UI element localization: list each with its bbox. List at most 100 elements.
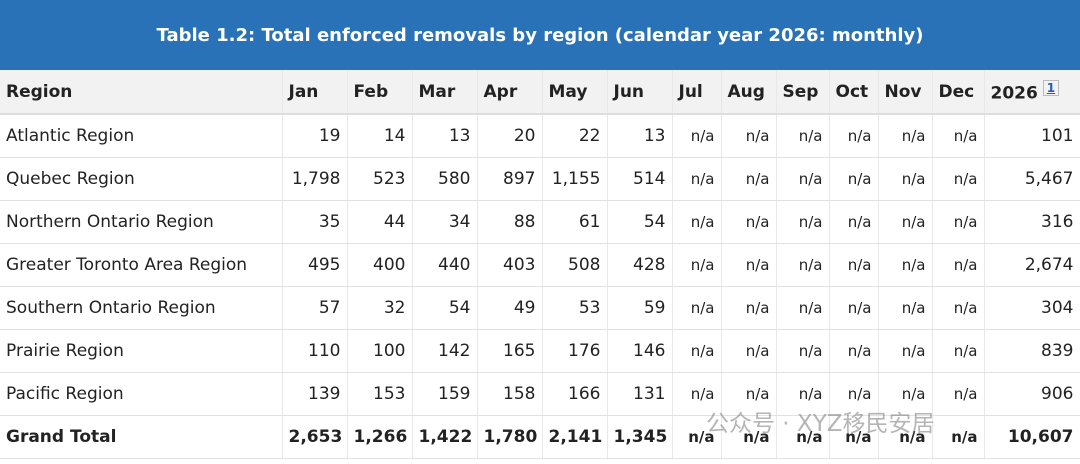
value-cell: n/a [878, 114, 933, 158]
value-cell: 139 [282, 372, 348, 416]
column-header: Oct [829, 70, 879, 115]
value-cell: n/a [932, 415, 985, 459]
value-cell: 5,467 [984, 157, 1080, 201]
value-cell: n/a [932, 372, 985, 416]
value-cell: n/a [776, 200, 830, 244]
value-cell: n/a [721, 114, 777, 158]
value-cell: 1,780 [477, 415, 543, 459]
value-cell: 34 [412, 200, 478, 244]
value-cell: n/a [878, 329, 933, 373]
header-text: Jul [678, 81, 703, 102]
value-cell: 59 [607, 286, 673, 330]
value-cell: n/a [878, 243, 933, 287]
value-cell: 897 [477, 157, 543, 201]
value-cell: 839 [984, 329, 1080, 373]
value-cell: 316 [984, 200, 1080, 244]
column-header: Jan [282, 70, 348, 115]
value-cell: n/a [878, 157, 933, 201]
value-cell: n/a [672, 157, 722, 201]
value-cell: 20 [477, 114, 543, 158]
value-cell: 440 [412, 243, 478, 287]
value-cell: 88 [477, 200, 543, 244]
column-header: 2026 1 [984, 70, 1080, 115]
table-title: Table 1.2: Total enforced removals by re… [0, 0, 1080, 70]
value-cell: 2,653 [282, 415, 348, 459]
header-text: Dec [938, 81, 975, 102]
value-cell: 44 [347, 200, 413, 244]
value-cell: 54 [607, 200, 673, 244]
column-header: Nov [878, 70, 933, 115]
value-cell: 146 [607, 329, 673, 373]
value-cell: n/a [672, 243, 722, 287]
value-cell: 514 [607, 157, 673, 201]
watermark: 公众号 · XYZ移民安居 [706, 411, 935, 437]
table-row: Greater Toronto Area Region 495 400 440 403 5… [0, 243, 1080, 287]
region-cell: Prairie Region [0, 329, 283, 373]
column-header: Mar [412, 70, 478, 115]
footnote-link[interactable]: 1 [1042, 79, 1060, 96]
header-text: Jun [613, 81, 645, 102]
value-cell: 61 [542, 200, 608, 244]
value-cell: n/a [721, 329, 777, 373]
table-row: Quebec Region 1,798 523 580 897 1,155 514 n/a n/… [0, 157, 1080, 201]
value-cell: 53 [542, 286, 608, 330]
value-cell: 13 [607, 114, 673, 158]
column-header: Feb [347, 70, 413, 115]
value-cell: n/a [776, 329, 830, 373]
table-row: Grand Total 2,653 1,266 1,422 1,780 2,141 1,34… [0, 415, 1080, 459]
header-row: Region Jan Feb Mar Apr May Jun Jul Aug Sep Oct Nov D… [0, 70, 1080, 115]
value-cell: n/a [776, 286, 830, 330]
region-cell: Greater Toronto Area Region [0, 243, 283, 287]
table-row: Atlantic Region 19 14 13 20 22 13 n/a n/a n/a n/a n… [0, 114, 1080, 158]
value-cell: 110 [282, 329, 348, 373]
value-cell: 153 [347, 372, 413, 416]
value-cell: n/a [776, 372, 830, 416]
value-cell: n/a [932, 114, 985, 158]
value-cell: 403 [477, 243, 543, 287]
value-cell: n/a [672, 286, 722, 330]
value-cell: n/a [932, 243, 985, 287]
region-cell: Quebec Region [0, 157, 283, 201]
value-cell: 1,798 [282, 157, 348, 201]
value-cell: n/a [776, 415, 830, 459]
table-row: Southern Ontario Region 57 32 54 49 53 59 n/a n/… [0, 286, 1080, 330]
header-text: May [548, 81, 588, 102]
value-cell: n/a [878, 415, 933, 459]
value-cell: 131 [607, 372, 673, 416]
table-row: Prairie Region 110 100 142 165 176 146 n/a n/a n/… [0, 329, 1080, 373]
value-cell: n/a [932, 157, 985, 201]
value-cell: 159 [412, 372, 478, 416]
value-cell: 2,141 [542, 415, 608, 459]
table-row: Northern Ontario Region 35 44 34 88 61 54 n/a n/… [0, 200, 1080, 244]
value-cell: 580 [412, 157, 478, 201]
value-cell: 19 [282, 114, 348, 158]
region-cell: Southern Ontario Region [0, 286, 283, 330]
value-cell: 57 [282, 286, 348, 330]
header-text: 2026 [990, 83, 1038, 104]
value-cell: 22 [542, 114, 608, 158]
header-text: Nov [884, 81, 922, 102]
column-header: Apr [477, 70, 543, 115]
value-cell: 176 [542, 329, 608, 373]
header-text: Sep [782, 81, 819, 102]
value-cell: 13 [412, 114, 478, 158]
value-cell: n/a [672, 415, 722, 459]
value-cell: 1,345 [607, 415, 673, 459]
value-cell: n/a [932, 200, 985, 244]
header-text: Feb [353, 81, 389, 102]
value-cell: 35 [282, 200, 348, 244]
value-cell: 1,155 [542, 157, 608, 201]
value-cell: 49 [477, 286, 543, 330]
table-body: Atlantic Region 19 14 13 20 22 13 n/a n/a n/a n/a n… [0, 114, 1080, 459]
column-header: Sep [776, 70, 830, 115]
value-cell: 523 [347, 157, 413, 201]
value-cell: n/a [672, 200, 722, 244]
region-cell: Northern Ontario Region [0, 200, 283, 244]
table-row: Pacific Region 139 153 159 158 166 131 n/a n/a n/… [0, 372, 1080, 416]
value-cell: n/a [829, 243, 879, 287]
value-cell: 10,607 [984, 415, 1080, 459]
value-cell: n/a [721, 157, 777, 201]
value-cell: n/a [878, 200, 933, 244]
value-cell: n/a [878, 286, 933, 330]
value-cell: n/a [776, 243, 830, 287]
